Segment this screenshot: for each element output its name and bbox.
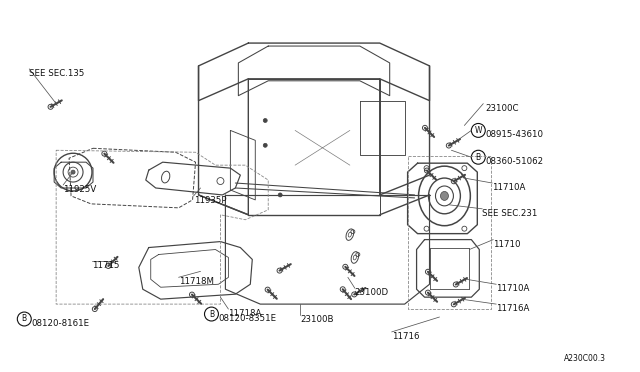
Text: 23100D: 23100D [355,288,389,297]
Text: 23100C: 23100C [485,104,519,113]
Text: 11718A: 11718A [228,309,262,318]
Text: SEE SEC.135: SEE SEC.135 [29,69,84,78]
Text: 11716A: 11716A [496,304,530,313]
Text: 11925V: 11925V [63,185,97,194]
Text: 08120-8351E: 08120-8351E [218,314,276,323]
Text: 11710A: 11710A [492,183,525,192]
Ellipse shape [440,192,449,201]
Text: 11716: 11716 [392,332,419,341]
Circle shape [263,119,268,122]
Text: W: W [474,126,482,135]
Text: 11710A: 11710A [496,284,530,293]
Text: 08120-8161E: 08120-8161E [31,319,90,328]
Text: A230C00.3: A230C00.3 [564,354,606,363]
Text: B: B [476,153,481,162]
Text: 23100B: 23100B [300,315,333,324]
Circle shape [278,193,282,197]
Ellipse shape [71,170,75,174]
Text: 11718M: 11718M [179,277,214,286]
Text: SEE SEC.231: SEE SEC.231 [483,209,538,218]
Text: 08360-51062: 08360-51062 [485,157,543,166]
Text: 11935P: 11935P [193,196,226,205]
Circle shape [263,143,268,147]
Text: 11715: 11715 [92,262,120,270]
Text: 08915-43610: 08915-43610 [485,131,543,140]
Text: B: B [209,310,214,318]
Text: B: B [22,314,27,324]
Text: 11710: 11710 [493,240,521,248]
